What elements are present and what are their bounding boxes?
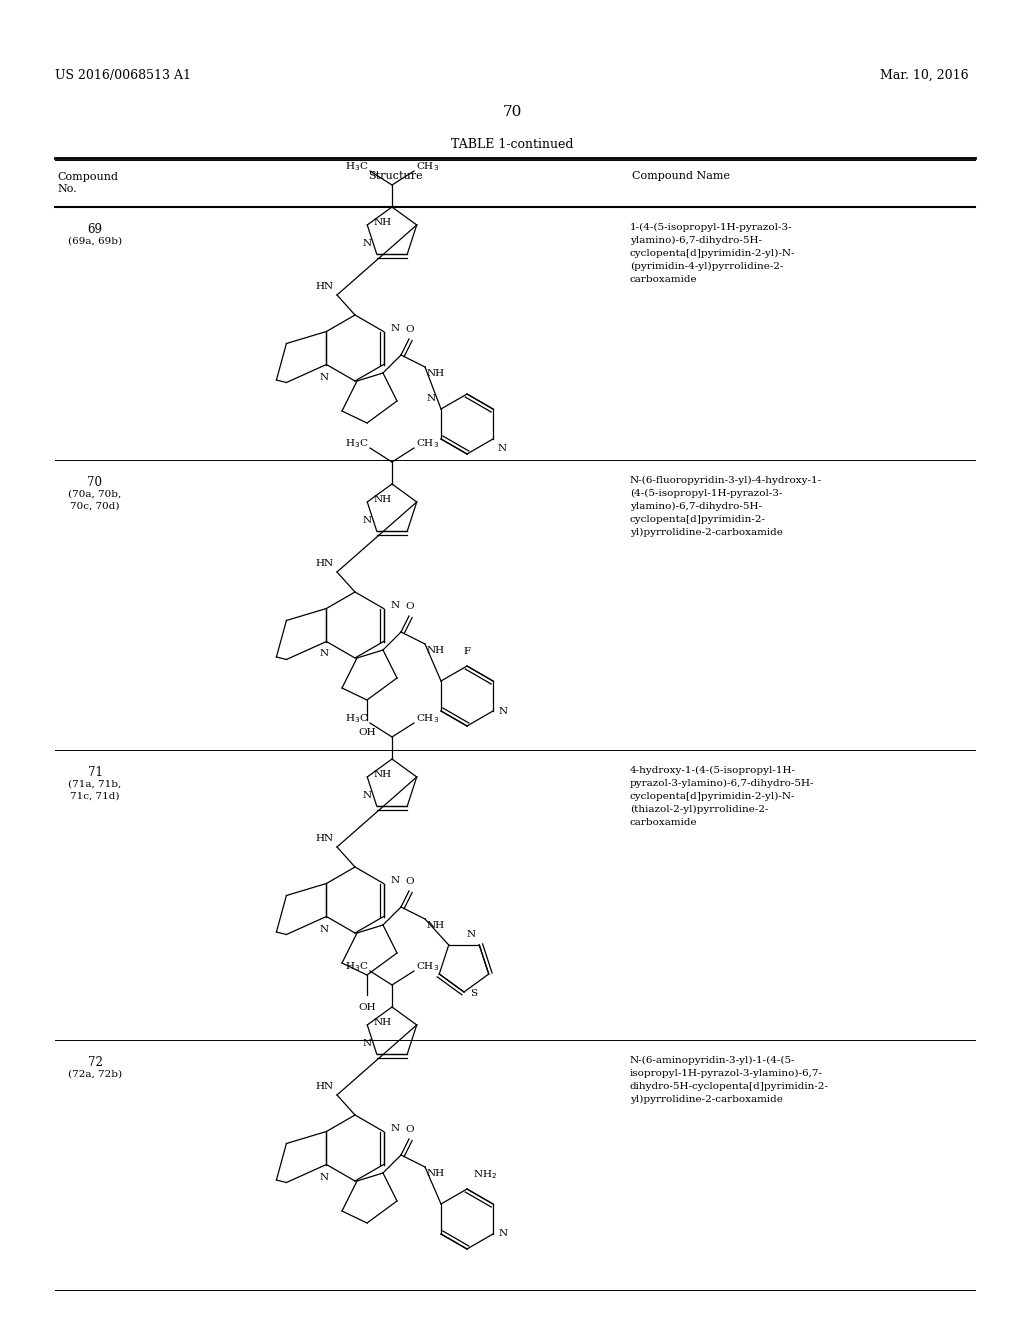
Text: N: N bbox=[362, 791, 372, 800]
Text: F: F bbox=[464, 647, 471, 656]
Text: O: O bbox=[406, 876, 415, 886]
Text: 71c, 71d): 71c, 71d) bbox=[71, 792, 120, 801]
Text: N-(6-fluoropyridin-3-yl)-4-hydroxy-1-: N-(6-fluoropyridin-3-yl)-4-hydroxy-1- bbox=[630, 477, 822, 486]
Text: N: N bbox=[390, 876, 399, 884]
Text: carboxamide: carboxamide bbox=[630, 275, 697, 284]
Text: NH: NH bbox=[427, 921, 445, 931]
Text: NH: NH bbox=[374, 771, 391, 780]
Text: (72a, 72b): (72a, 72b) bbox=[68, 1071, 122, 1078]
Text: pyrazol-3-ylamino)-6,7-dihydro-5H-: pyrazol-3-ylamino)-6,7-dihydro-5H- bbox=[630, 779, 814, 788]
Text: 70: 70 bbox=[87, 477, 102, 488]
Text: OH: OH bbox=[358, 729, 376, 737]
Text: N: N bbox=[319, 1172, 329, 1181]
Text: N: N bbox=[362, 516, 372, 525]
Text: CH$_3$: CH$_3$ bbox=[416, 161, 439, 173]
Text: N: N bbox=[498, 444, 507, 453]
Text: cyclopenta[d]pyrimidin-2-yl)-N-: cyclopenta[d]pyrimidin-2-yl)-N- bbox=[630, 249, 796, 259]
Text: (71a, 71b,: (71a, 71b, bbox=[69, 780, 122, 789]
Text: (4-(5-isopropyl-1H-pyrazol-3-: (4-(5-isopropyl-1H-pyrazol-3- bbox=[630, 488, 782, 498]
Text: 72: 72 bbox=[88, 1056, 102, 1069]
Text: N: N bbox=[319, 372, 329, 381]
Text: (thiazol-2-yl)pyrrolidine-2-: (thiazol-2-yl)pyrrolidine-2- bbox=[630, 805, 768, 814]
Text: CH$_3$: CH$_3$ bbox=[416, 961, 439, 973]
Text: NH: NH bbox=[427, 370, 445, 378]
Text: CH$_3$: CH$_3$ bbox=[416, 438, 439, 450]
Text: N: N bbox=[362, 239, 372, 248]
Text: cyclopenta[d]pyrimidin-2-yl)-N-: cyclopenta[d]pyrimidin-2-yl)-N- bbox=[630, 792, 796, 801]
Text: N: N bbox=[362, 1039, 372, 1048]
Text: 69: 69 bbox=[87, 223, 102, 236]
Text: cyclopenta[d]pyrimidin-2-: cyclopenta[d]pyrimidin-2- bbox=[630, 515, 766, 524]
Text: NH: NH bbox=[427, 645, 445, 655]
Text: H$_3$C: H$_3$C bbox=[345, 161, 368, 173]
Text: OH: OH bbox=[358, 1003, 376, 1012]
Text: 4-hydroxy-1-(4-(5-isopropyl-1H-: 4-hydroxy-1-(4-(5-isopropyl-1H- bbox=[630, 766, 796, 775]
Text: N: N bbox=[499, 1229, 508, 1238]
Text: H$_3$C: H$_3$C bbox=[345, 438, 368, 450]
Text: (pyrimidin-4-yl)pyrrolidine-2-: (pyrimidin-4-yl)pyrrolidine-2- bbox=[630, 261, 783, 271]
Text: H$_3$C: H$_3$C bbox=[345, 961, 368, 973]
Text: ylamino)-6,7-dihydro-5H-: ylamino)-6,7-dihydro-5H- bbox=[630, 502, 762, 511]
Text: yl)pyrrolidine-2-carboxamide: yl)pyrrolidine-2-carboxamide bbox=[630, 528, 783, 537]
Text: N: N bbox=[319, 924, 329, 933]
Text: ylamino)-6,7-dihydro-5H-: ylamino)-6,7-dihydro-5H- bbox=[630, 236, 762, 246]
Text: O: O bbox=[406, 602, 415, 611]
Text: CH$_3$: CH$_3$ bbox=[416, 713, 439, 726]
Text: dihydro-5H-cyclopenta[d]pyrimidin-2-: dihydro-5H-cyclopenta[d]pyrimidin-2- bbox=[630, 1082, 829, 1092]
Text: NH$_2$: NH$_2$ bbox=[473, 1168, 497, 1181]
Text: N-(6-aminopyridin-3-yl)-1-(4-(5-: N-(6-aminopyridin-3-yl)-1-(4-(5- bbox=[630, 1056, 796, 1065]
Text: N: N bbox=[319, 649, 329, 659]
Text: Structure: Structure bbox=[368, 172, 422, 181]
Text: N: N bbox=[390, 1125, 399, 1133]
Text: isopropyl-1H-pyrazol-3-ylamino)-6,7-: isopropyl-1H-pyrazol-3-ylamino)-6,7- bbox=[630, 1069, 823, 1078]
Text: 1-(4-(5-isopropyl-1H-pyrazol-3-: 1-(4-(5-isopropyl-1H-pyrazol-3- bbox=[630, 223, 793, 232]
Text: NH: NH bbox=[374, 219, 391, 227]
Text: S: S bbox=[470, 990, 477, 998]
Text: H$_3$C: H$_3$C bbox=[345, 713, 368, 726]
Text: O: O bbox=[406, 1125, 415, 1134]
Text: HN: HN bbox=[315, 558, 334, 568]
Text: N: N bbox=[499, 706, 508, 715]
Text: N: N bbox=[390, 323, 399, 333]
Text: Compound Name: Compound Name bbox=[632, 172, 730, 181]
Text: HN: HN bbox=[315, 282, 334, 290]
Text: N: N bbox=[427, 393, 436, 403]
Text: HN: HN bbox=[315, 1082, 334, 1092]
Text: US 2016/0068513 A1: US 2016/0068513 A1 bbox=[55, 69, 191, 82]
Text: HN: HN bbox=[315, 834, 334, 843]
Text: O: O bbox=[406, 325, 415, 334]
Text: TABLE 1-continued: TABLE 1-continued bbox=[451, 139, 573, 152]
Text: NH: NH bbox=[374, 495, 391, 504]
Text: 70: 70 bbox=[503, 106, 521, 119]
Text: N: N bbox=[390, 601, 399, 610]
Text: Mar. 10, 2016: Mar. 10, 2016 bbox=[881, 69, 969, 82]
Text: 70c, 70d): 70c, 70d) bbox=[71, 502, 120, 511]
Text: (70a, 70b,: (70a, 70b, bbox=[69, 490, 122, 499]
Text: yl)pyrrolidine-2-carboxamide: yl)pyrrolidine-2-carboxamide bbox=[630, 1096, 783, 1104]
Text: Compound: Compound bbox=[57, 172, 118, 182]
Text: N: N bbox=[466, 931, 475, 939]
Text: NH: NH bbox=[374, 1019, 391, 1027]
Text: 71: 71 bbox=[88, 766, 102, 779]
Text: NH: NH bbox=[427, 1170, 445, 1177]
Text: carboxamide: carboxamide bbox=[630, 818, 697, 828]
Text: (69a, 69b): (69a, 69b) bbox=[68, 238, 122, 246]
Text: No.: No. bbox=[57, 183, 77, 194]
